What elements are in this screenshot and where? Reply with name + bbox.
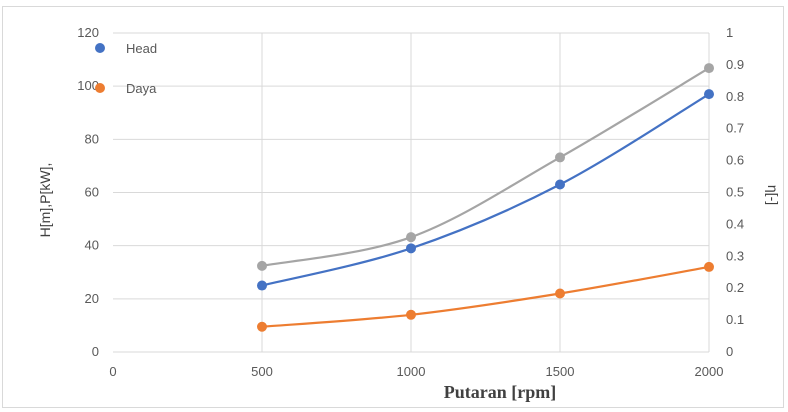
y2-tick-label: 0.2 xyxy=(726,280,744,295)
y2-tick-label: 0 xyxy=(726,344,733,359)
y2-tick-label: 0.1 xyxy=(726,312,744,327)
x-axis-title: Putaran [rpm] xyxy=(444,382,556,402)
y-axis-left: 0 20 40 60 80 100 120 xyxy=(77,25,99,359)
x-tick-label: 500 xyxy=(251,364,273,379)
data-point-daya xyxy=(257,321,267,332)
y2-tick-label: 0.9 xyxy=(726,57,744,72)
x-tick-label: 0 xyxy=(109,364,116,379)
y2-tick-label: 0.7 xyxy=(726,121,744,136)
data-point-efficiency xyxy=(555,152,565,163)
data-point-head xyxy=(555,179,565,190)
y2-tick-label: 0.6 xyxy=(726,153,744,168)
data-point-head xyxy=(406,243,416,254)
y2-tick-label: 0.3 xyxy=(726,248,744,263)
y-tick-label: 120 xyxy=(77,25,99,40)
y2-axis-title: η[-] xyxy=(765,185,781,205)
y-tick-label: 20 xyxy=(85,291,99,306)
legend-label-head: Head xyxy=(126,41,157,56)
y2-tick-label: 0.8 xyxy=(726,89,744,104)
data-point-head xyxy=(257,280,267,291)
series-line-daya xyxy=(261,265,710,328)
data-point-daya xyxy=(704,261,714,272)
chart-frame xyxy=(2,6,784,408)
grid xyxy=(113,32,710,353)
y2-tick-label: 1 xyxy=(726,25,733,40)
y-tick-label: 80 xyxy=(85,131,99,146)
y2-tick-label: 0.4 xyxy=(726,216,744,231)
data-point-head xyxy=(704,89,714,100)
y-tick-label: 40 xyxy=(85,238,99,253)
series-line-head xyxy=(261,93,710,287)
legend: Head Daya xyxy=(95,41,157,96)
x-tick-label: 2000 xyxy=(695,364,724,379)
x-tick-label: 1500 xyxy=(546,364,575,379)
series xyxy=(257,63,714,332)
y-axis-right: 0 0.1 0.2 0.3 0.4 0.5 0.6 0.7 0.8 0.9 1 xyxy=(726,25,744,359)
x-tick-label: 1000 xyxy=(397,364,426,379)
legend-label-daya: Daya xyxy=(126,81,157,96)
series-line-efficiency xyxy=(261,67,710,267)
y-tick-label: 0 xyxy=(92,344,99,359)
x-axis: 0 500 1000 1500 2000 xyxy=(109,364,723,379)
legend-marker-head xyxy=(95,43,105,53)
data-point-daya xyxy=(555,288,565,299)
y2-tick-label: 0.5 xyxy=(726,185,744,200)
y-axis-title: H[m],P[kW], xyxy=(37,163,53,238)
data-point-daya xyxy=(406,309,416,320)
data-point-efficiency xyxy=(257,260,267,271)
legend-marker-daya xyxy=(95,83,105,93)
data-point-efficiency xyxy=(406,232,416,243)
y-tick-label: 60 xyxy=(85,185,99,200)
y-tick-label: 100 xyxy=(77,78,99,93)
data-point-efficiency xyxy=(704,63,714,74)
